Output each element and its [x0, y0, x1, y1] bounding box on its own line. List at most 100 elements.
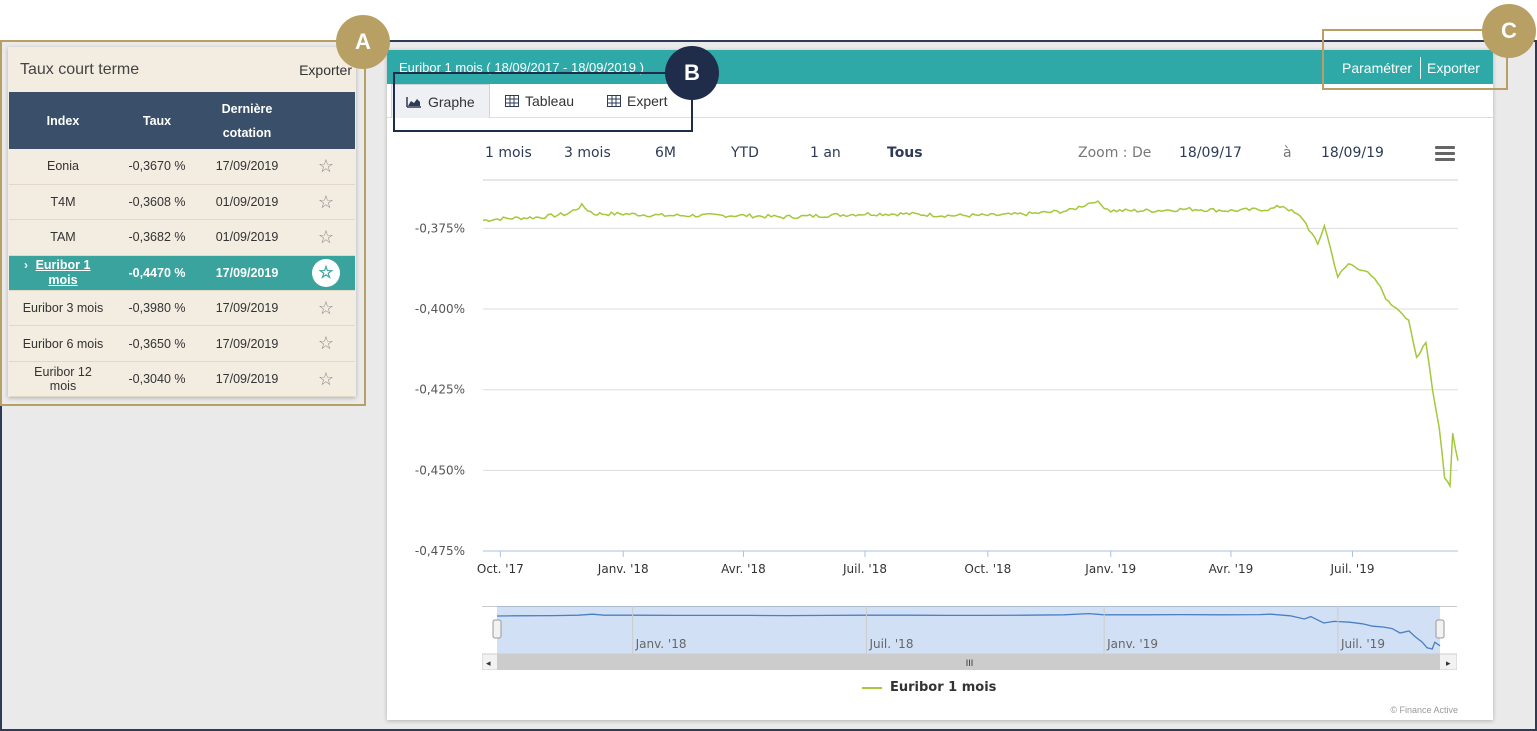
view-tabs: Graphe Tableau Expert [387, 84, 1493, 118]
range-button-1-month[interactable]: 1 mois [485, 145, 532, 161]
date-cell: 17/09/2019 [197, 361, 297, 398]
export-link[interactable]: Exporter [299, 61, 352, 78]
area-chart-icon [406, 96, 421, 108]
star-icon[interactable]: ☆ [317, 333, 335, 354]
callout-b-badge: B [665, 46, 719, 100]
index-cell[interactable]: TAM [9, 219, 117, 256]
favorite-cell: ☆ [297, 149, 355, 185]
table-row[interactable]: TAM -0,3682 % 01/09/2019 ☆ [9, 219, 355, 256]
index-name[interactable]: Euribor 1 mois [35, 257, 91, 287]
line-chart: -0,375% -0,400% -0,425% -0,450% -0,475% Oct. … [415, 179, 1459, 576]
callout-a-badge: A [336, 15, 390, 69]
index-cell[interactable]: T4M [9, 184, 117, 221]
tab-graphe[interactable]: Graphe [391, 84, 490, 118]
scroll-left-arrow-icon: ◂ [486, 658, 491, 668]
index-name: Euribor 12 mois [34, 365, 92, 394]
index-cell[interactable]: Euribor 12 mois [9, 361, 117, 398]
index-cell[interactable]: Eonia [9, 149, 117, 185]
export-button[interactable]: Exporter [1427, 60, 1480, 76]
column-header-index[interactable]: Index [9, 92, 117, 149]
rates-table: Index Taux Dernière cotation Eonia -0,367… [9, 92, 355, 398]
table-row[interactable]: T4M -0,3608 % 01/09/2019 ☆ [9, 184, 355, 221]
favorite-cell: ☆ [297, 325, 355, 362]
star-icon[interactable]: ☆ [317, 191, 335, 212]
x-tick-label: Janv. '19 [1084, 562, 1136, 576]
range-button-6m[interactable]: 6M [655, 145, 676, 161]
tab-expert[interactable]: Expert [607, 84, 667, 118]
range-button-3-months[interactable]: 3 mois [564, 145, 611, 161]
chart-title-bar: Euribor 1 mois ( 18/09/2017 - 18/09/2019… [387, 50, 1493, 84]
tab-label: Expert [627, 93, 668, 109]
star-icon[interactable]: ☆ [317, 155, 335, 176]
navigator-handle [492, 619, 502, 639]
column-header-taux[interactable]: Taux [117, 92, 197, 149]
index-cell[interactable]: › Euribor 1 mois [9, 255, 117, 292]
chart-legend[interactable]: Euribor 1 mois [862, 680, 996, 695]
legend-label: Euribor 1 mois [890, 680, 997, 695]
table-row[interactable]: Eonia -0,3670 % 17/09/2019 ☆ [9, 149, 355, 185]
table-row[interactable]: Euribor 6 mois -0,3650 % 17/09/2019 ☆ [9, 325, 355, 362]
rate-cell: -0,3670 % [117, 149, 197, 185]
y-tick-label: -0,450% [415, 463, 465, 477]
x-tick-label: Oct. '18 [964, 562, 1011, 576]
range-button-ytd[interactable]: YTD [731, 145, 759, 161]
table-icon [607, 95, 621, 107]
y-tick-label: -0,425% [415, 383, 465, 397]
chart-panel-title: Euribor 1 mois ( 18/09/2017 - 18/09/2019… [399, 60, 644, 75]
star-icon[interactable]: ☆ [317, 226, 335, 247]
rate-cell: -0,3980 % [117, 290, 197, 327]
navigator-tick-label: Juil. '18 [868, 637, 913, 651]
date-cell: 01/09/2019 [197, 184, 297, 221]
navigator-handle [1435, 619, 1445, 639]
zoom-from-input[interactable]: 18/09/17 [1179, 145, 1242, 161]
column-header-favorite [297, 92, 355, 149]
zoom-to-label: à [1283, 145, 1292, 161]
table-row[interactable]: Euribor 3 mois -0,3980 % 17/09/2019 ☆ [9, 290, 355, 327]
zoom-label: Zoom : De [1078, 145, 1152, 161]
star-icon[interactable]: ☆ [312, 258, 340, 287]
panel-title: Taux court terme [20, 60, 140, 78]
x-tick-label: Avr. '18 [721, 562, 766, 576]
navigator-tick-label: Janv. '18 [635, 637, 687, 651]
rate-cell: -0,3040 % [117, 361, 197, 398]
tab-tableau[interactable]: Tableau [505, 84, 574, 118]
index-cell[interactable]: Euribor 6 mois [9, 325, 117, 362]
column-header-last-quote[interactable]: Dernière cotation [197, 92, 297, 149]
index-name: TAM [50, 230, 76, 245]
y-tick-label: -0,400% [415, 302, 465, 316]
tab-label: Graphe [428, 93, 475, 110]
navigator-series-line [496, 612, 1441, 650]
short-term-rates-panel: Taux court terme Exporter Index Taux Der… [8, 47, 356, 398]
x-tick-label: Avr. '19 [1209, 562, 1254, 576]
scroll-right-arrow-icon: ▸ [1446, 658, 1451, 668]
x-tick-label: Janv. '18 [597, 562, 649, 576]
favorite-cell: ☆ [297, 290, 355, 327]
range-button-1-year[interactable]: 1 an [810, 145, 841, 161]
y-tick-label: -0,375% [415, 221, 465, 235]
rate-cell: -0,4470 % [117, 255, 197, 292]
settings-button[interactable]: Paramétrer [1342, 60, 1413, 76]
hamburger-menu-icon[interactable] [1435, 146, 1455, 162]
chart-panel: Euribor 1 mois ( 18/09/2017 - 18/09/2019… [387, 50, 1493, 720]
chart-navigator[interactable]: Janv. '18 Juil. '18 Janv. '19 Juil. '19 III ◂… [482, 606, 1457, 670]
chevron-right-icon: › [24, 257, 28, 272]
navigator-scrollbar-thumb [497, 654, 1440, 670]
series-line-euribor-1-mois [482, 200, 1459, 489]
index-cell[interactable]: Euribor 3 mois [9, 290, 117, 327]
date-cell: 17/09/2019 [197, 149, 297, 185]
scrollbar-grip: III [966, 658, 974, 668]
navigator-tick-label: Janv. '19 [1106, 637, 1158, 651]
favorite-cell: ☆ [297, 255, 355, 292]
table-row[interactable]: › Euribor 1 mois -0,4470 % 17/09/2019 ☆ [9, 255, 355, 292]
table-row[interactable]: Euribor 12 mois -0,3040 % 17/09/2019 ☆ [9, 361, 355, 398]
star-icon[interactable]: ☆ [317, 368, 335, 389]
date-cell: 17/09/2019 [197, 290, 297, 327]
favorite-cell: ☆ [297, 219, 355, 256]
zoom-to-input[interactable]: 18/09/19 [1321, 145, 1384, 161]
star-icon[interactable]: ☆ [317, 297, 335, 318]
range-button-all[interactable]: Tous [887, 145, 923, 161]
date-cell: 17/09/2019 [197, 255, 297, 292]
x-tick-label: Juil. '18 [842, 562, 887, 576]
rates-table-body: Eonia -0,3670 % 17/09/2019 ☆ T4M -0,3608 % 01/… [9, 149, 355, 398]
